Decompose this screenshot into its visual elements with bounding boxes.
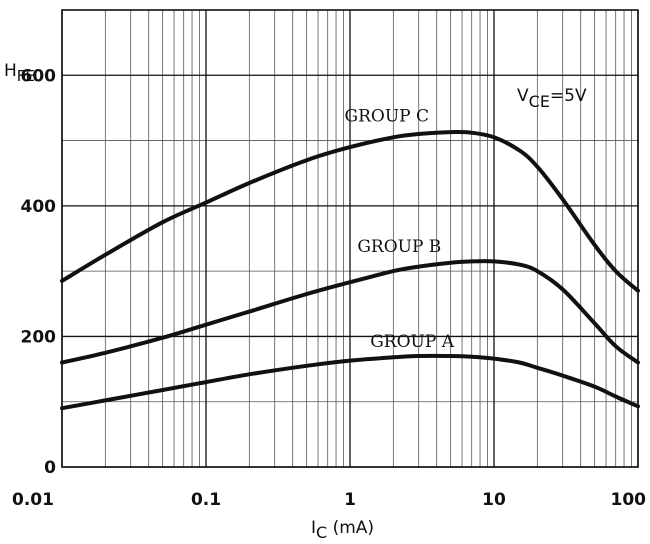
y-tick-labels: 0 200 400 600 <box>21 66 57 478</box>
vce-annotation-main: V <box>517 86 529 106</box>
x-tick-label: 0.1 <box>191 490 221 510</box>
x-axis-label-main: I <box>311 518 316 538</box>
y-axis-label-sub: FE <box>17 67 35 85</box>
series-labels: GROUP C GROUP B GROUP A <box>345 107 455 352</box>
vce-annotation-sub: CE <box>529 92 550 111</box>
series-line-group-a <box>60 353 640 411</box>
x-tick-labels: 0.01 0.1 1 10 100 <box>12 490 646 510</box>
series-label-group-c: GROUP C <box>345 107 430 127</box>
series-label-group-b: GROUP B <box>357 237 441 257</box>
series-label-group-a: GROUP A <box>370 332 454 352</box>
x-axis-label: IC (mA) <box>311 518 374 542</box>
series-line-group-b <box>60 259 640 365</box>
x-tick-label: 100 <box>611 490 647 510</box>
series-layer <box>60 129 640 411</box>
y-tick-label: 0 <box>44 458 56 478</box>
series-line-group-c <box>60 129 640 293</box>
x-tick-label: 10 <box>482 490 506 510</box>
x-tick-label: 1 <box>344 490 356 510</box>
y-tick-label: 200 <box>21 327 57 347</box>
y-axis-label: HFE <box>4 61 35 85</box>
y-tick-label: 400 <box>21 197 57 217</box>
x-axis-label-sub: C <box>316 523 327 542</box>
x-tick-label: 0.01 <box>12 490 54 510</box>
vce-annotation-rest: =5V <box>550 86 587 106</box>
y-axis-label-main: H <box>4 61 17 81</box>
y-tick-label: 600 <box>21 66 57 86</box>
plot-frame <box>61 9 639 468</box>
x-axis-label-unit: (mA) <box>327 518 374 538</box>
vce-annotation: VCE=5V <box>517 86 587 111</box>
